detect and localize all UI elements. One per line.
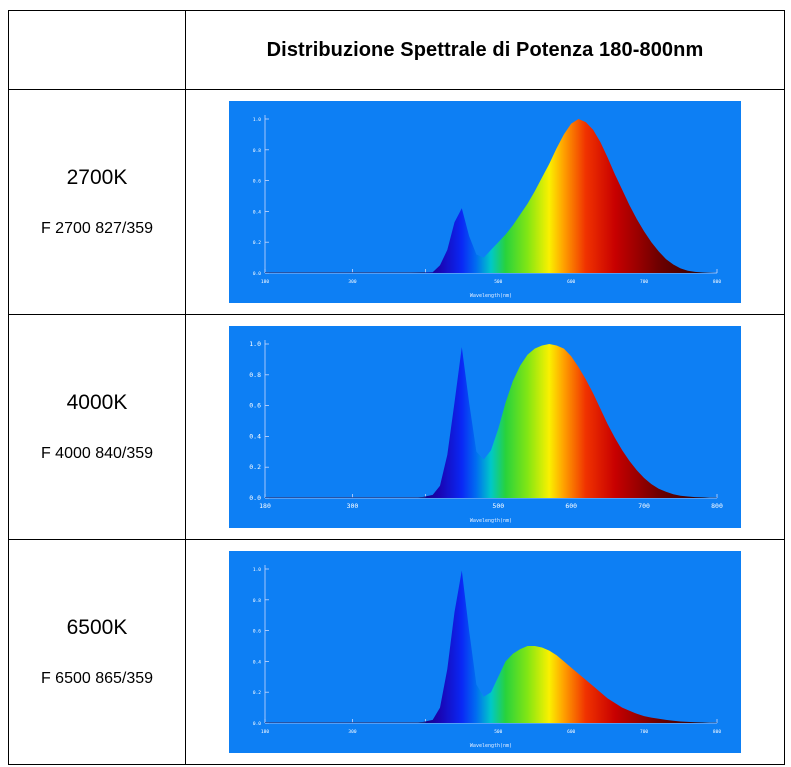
lamp-label-cell: 6500K F 6500 865/359: [8, 539, 186, 765]
x-tick-label: 600: [565, 502, 577, 510]
x-tick-label: 300: [348, 729, 356, 735]
y-tick-label: 0.6: [253, 179, 261, 185]
color-temperature: 2700K: [66, 166, 128, 189]
y-tick-label: 0.0: [249, 494, 261, 502]
y-tick-label: 0.4: [253, 659, 261, 665]
x-tick-label: 700: [640, 729, 648, 735]
spectrum-cell: 0.0 0.2 0.4 0.6 0.8 1.0 180 300 500 600 700 800 Wave…: [185, 89, 785, 315]
x-tick-label: 500: [494, 729, 502, 735]
color-temperature: 6500K: [66, 616, 128, 639]
y-tick-label: 0.2: [253, 240, 261, 246]
header-title-cell: Distribuzione Spettrale di Potenza 180-8…: [185, 10, 785, 90]
x-axis-label: Wavelength(nm): [470, 743, 512, 749]
x-tick-label: 800: [713, 279, 721, 285]
spectrum-chart: 0.0 0.2 0.4 0.6 0.8 1.0 180 300 500 600 700 800 Wave…: [229, 101, 741, 303]
y-tick-label: 0.6: [253, 629, 261, 635]
y-tick-label: 1.0: [253, 567, 261, 573]
spectrum-area: [265, 570, 717, 723]
x-tick-label: 300: [347, 502, 359, 510]
x-tick-label: 500: [492, 502, 504, 510]
x-axis-label: Wavelength(nm): [470, 518, 512, 524]
header-row: Distribuzione Spettrale di Potenza 180-8…: [8, 10, 785, 90]
lamp-code: F 6500 865/359: [40, 670, 154, 687]
spectrum-chart: 0.0 0.2 0.4 0.6 0.8 1.0 180 300 500 600 700 800 Wave…: [229, 326, 741, 528]
y-tick-label: 1.0: [249, 340, 261, 348]
lamp-label-cell: 2700K F 2700 827/359: [8, 89, 186, 315]
color-temperature: 4000K: [66, 391, 128, 414]
x-tick-label: 180: [261, 279, 269, 285]
y-tick-label: 0.2: [249, 463, 261, 471]
spectrum-cell: 0.0 0.2 0.4 0.6 0.8 1.0 180 300 500 600 700 800 Wave…: [185, 314, 785, 540]
x-tick-label: 180: [259, 502, 271, 510]
table-title: Distribuzione Spettrale di Potenza 180-8…: [266, 38, 704, 61]
y-tick-label: 0.2: [253, 690, 261, 696]
x-tick-label: 800: [711, 502, 723, 510]
lamp-code: F 4000 840/359: [40, 445, 154, 462]
y-tick-label: 0.4: [249, 432, 261, 440]
x-tick-label: 500: [494, 279, 502, 285]
lamp-code: F 2700 827/359: [40, 220, 154, 237]
y-tick-label: 0.0: [253, 271, 261, 277]
lamp-row: 6500K F 6500 865/359 0.0 0.2 0.4 0.6 0.8 1.0 1…: [8, 539, 785, 765]
y-tick-label: 1.0: [253, 117, 261, 123]
x-axis-label: Wavelength(nm): [470, 293, 512, 299]
x-tick-label: 600: [567, 729, 575, 735]
y-tick-label: 0.6: [249, 402, 261, 410]
lamp-row: 4000K F 4000 840/359 0.0 0.2 0.4 0.6 0.8 1.0 1…: [8, 314, 785, 540]
x-tick-label: 300: [348, 279, 356, 285]
spectrum-cell: 0.0 0.2 0.4 0.6 0.8 1.0 180 300 500 600 700 800 Wave…: [185, 539, 785, 765]
x-tick-label: 600: [567, 279, 575, 285]
spectral-table: Distribuzione Spettrale di Potenza 180-8…: [8, 10, 785, 765]
spectrum-area: [265, 344, 717, 498]
lamp-label-cell: 4000K F 4000 840/359: [8, 314, 186, 540]
y-tick-label: 0.4: [253, 209, 261, 215]
x-tick-label: 180: [261, 729, 269, 735]
x-tick-label: 700: [638, 502, 650, 510]
x-tick-label: 700: [640, 279, 648, 285]
y-tick-label: 0.0: [253, 721, 261, 727]
y-tick-label: 0.8: [249, 371, 261, 379]
lamp-row: 2700K F 2700 827/359 0.0 0.2 0.4 0.6 0.8 1.0 1…: [8, 89, 785, 315]
y-tick-label: 0.8: [253, 598, 261, 604]
spectrum-chart: 0.0 0.2 0.4 0.6 0.8 1.0 180 300 500 600 700 800 Wave…: [229, 551, 741, 753]
y-tick-label: 0.8: [253, 148, 261, 154]
spectrum-area: [265, 119, 717, 273]
x-tick-label: 800: [713, 729, 721, 735]
header-corner-cell: [8, 10, 186, 90]
